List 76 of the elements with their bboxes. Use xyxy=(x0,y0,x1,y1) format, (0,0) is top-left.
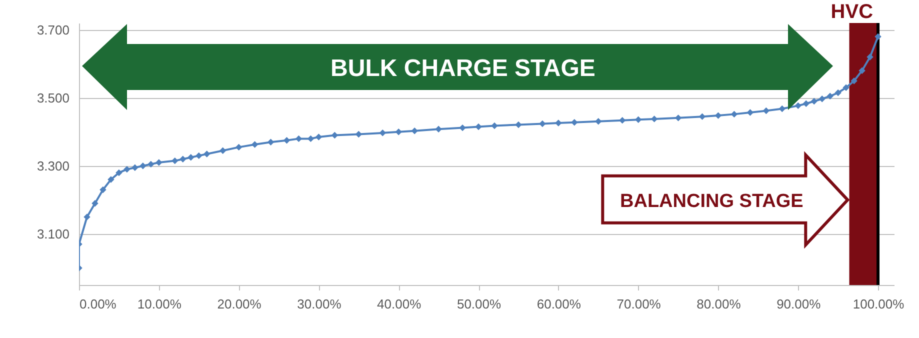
x-tick-label: 90.00% xyxy=(776,296,822,312)
point xyxy=(491,122,498,130)
point xyxy=(539,120,546,128)
point xyxy=(124,166,130,173)
point xyxy=(203,150,210,158)
point xyxy=(307,135,314,142)
x-tick-label: 40.00% xyxy=(377,296,422,312)
point xyxy=(180,156,186,162)
x-tick-label: 100.00% xyxy=(852,296,905,312)
y-tick-label: 3.300 xyxy=(36,158,70,174)
point xyxy=(778,105,786,112)
y-tick-label: 3.100 xyxy=(36,226,70,242)
point xyxy=(595,118,602,125)
point xyxy=(295,135,302,142)
point xyxy=(379,130,386,136)
point xyxy=(818,96,826,102)
point xyxy=(698,113,706,120)
point xyxy=(674,114,682,122)
point xyxy=(355,130,362,138)
point xyxy=(650,116,658,122)
point xyxy=(459,124,466,132)
point xyxy=(515,121,522,128)
point xyxy=(108,176,114,183)
annotation: BULK CHARGE STAGE xyxy=(330,55,596,82)
point xyxy=(435,126,442,133)
point xyxy=(235,144,242,151)
point xyxy=(331,132,338,139)
point xyxy=(251,141,258,148)
point xyxy=(411,128,418,134)
y-tick-label: 3.700 xyxy=(36,22,70,38)
point xyxy=(826,92,834,100)
point xyxy=(148,160,154,168)
point xyxy=(475,123,482,130)
point xyxy=(802,100,810,107)
ref-line-label: HVC xyxy=(830,1,874,23)
point xyxy=(267,138,274,146)
point xyxy=(116,169,122,176)
point xyxy=(762,107,770,114)
x-tick-label: 10.00% xyxy=(137,296,182,312)
point xyxy=(730,110,738,118)
point xyxy=(571,119,578,126)
x-tick-label: 0.00% xyxy=(80,296,117,312)
point xyxy=(84,214,90,220)
point xyxy=(834,89,842,96)
point xyxy=(634,116,642,123)
point xyxy=(395,128,402,136)
point xyxy=(746,109,754,116)
y-tick-label: 3.500 xyxy=(36,90,70,106)
annotation: BALANCING STAGE xyxy=(620,190,804,212)
point xyxy=(172,157,178,164)
point xyxy=(874,33,882,40)
point xyxy=(188,154,194,161)
x-tick-label: 70.00% xyxy=(616,296,662,312)
point xyxy=(555,120,562,126)
point xyxy=(156,159,162,166)
point xyxy=(810,98,818,105)
x-tick-label: 50.00% xyxy=(456,296,502,312)
point xyxy=(858,67,866,74)
point xyxy=(132,164,138,171)
point xyxy=(842,84,850,92)
point xyxy=(196,152,202,160)
point xyxy=(714,112,722,119)
point xyxy=(618,116,626,124)
point xyxy=(283,137,290,144)
x-tick-label: 80.00% xyxy=(696,296,742,312)
point xyxy=(315,134,322,140)
point xyxy=(100,186,106,194)
point xyxy=(866,54,874,60)
point xyxy=(140,162,146,170)
x-tick-label: 60.00% xyxy=(536,296,582,312)
x-tick-label: 20.00% xyxy=(217,296,262,312)
point xyxy=(794,102,802,110)
point xyxy=(92,200,98,207)
point xyxy=(850,77,858,84)
point xyxy=(219,147,226,154)
x-tick-label: 30.00% xyxy=(297,296,342,312)
